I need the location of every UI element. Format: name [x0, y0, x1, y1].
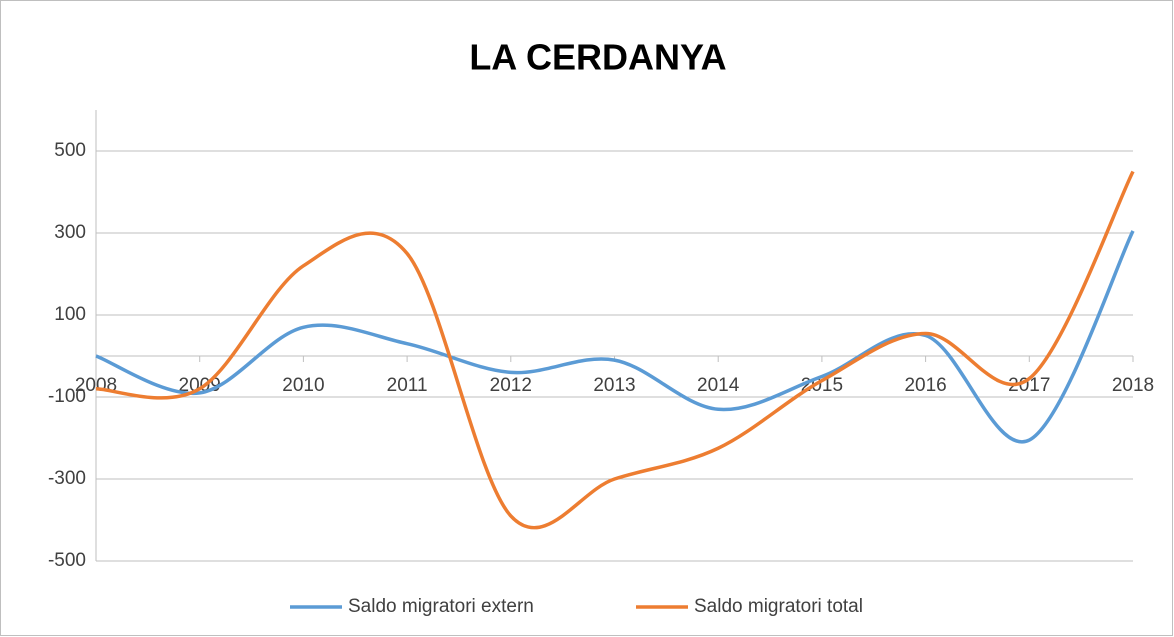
y-tick-label: -500	[48, 550, 86, 571]
y-tick-label: -300	[48, 468, 86, 489]
legend-label: Saldo migratori extern	[348, 596, 534, 617]
y-tick-label: 100	[54, 304, 86, 325]
x-tick-label: 2013	[593, 375, 635, 396]
x-tick-label: 2016	[904, 375, 946, 396]
x-tick-label: 2008	[75, 375, 117, 396]
legend-label: Saldo migratori total	[694, 596, 863, 617]
x-tick-label: 2018	[1112, 375, 1154, 396]
x-tick-label: 2014	[697, 375, 740, 396]
series-line	[95, 230, 1135, 444]
y-tick-label: 500	[54, 140, 86, 161]
series-line	[95, 170, 1135, 530]
x-tick-label: 2017	[1008, 375, 1050, 396]
x-tick-label: 2010	[282, 375, 324, 396]
chart-title: LA CERDANYA	[469, 37, 726, 78]
y-tick-label: -100	[48, 386, 86, 407]
x-tick-label: 2012	[490, 375, 532, 396]
y-tick-label: 300	[54, 222, 86, 243]
x-tick-label: 2011	[387, 375, 428, 396]
